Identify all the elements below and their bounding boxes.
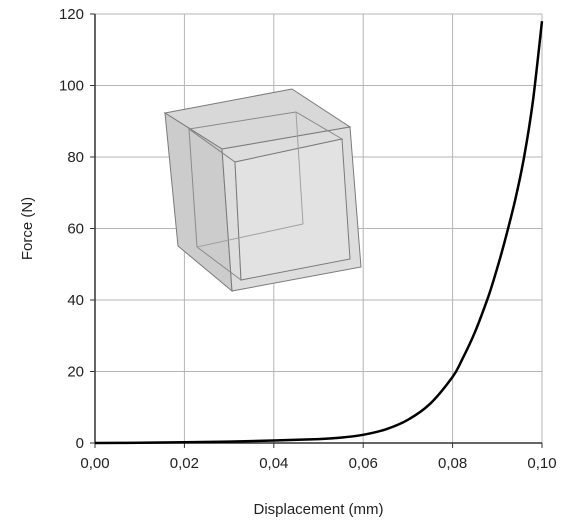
y-tick-label: 80 [67,149,84,166]
x-tick-label: 0,04 [259,455,288,472]
x-tick-label: 0,10 [527,455,556,472]
y-axis-label: Force (N) [19,197,36,260]
deformed-cube-icon [163,88,362,293]
x-tick-label: 0,06 [349,455,378,472]
y-tick-label: 60 [67,221,84,238]
y-tick-label: 40 [67,292,84,309]
y-tick-label: 100 [59,78,84,95]
x-tick-label: 0,08 [438,455,467,472]
y-tick-label: 0 [76,435,84,452]
series-line [94,21,544,445]
x-tick-label: 0,02 [170,455,199,472]
tick-labels: 0,00 0,02 0,04 0,06 0,08 0,10 0 20 40 60 80 100 120 [59,6,557,472]
x-tick-label: 0,00 [80,455,109,472]
y-tick-label: 120 [59,6,84,23]
x-axis-label: Displacement (mm) [253,501,383,518]
y-tick-label: 20 [67,364,84,381]
